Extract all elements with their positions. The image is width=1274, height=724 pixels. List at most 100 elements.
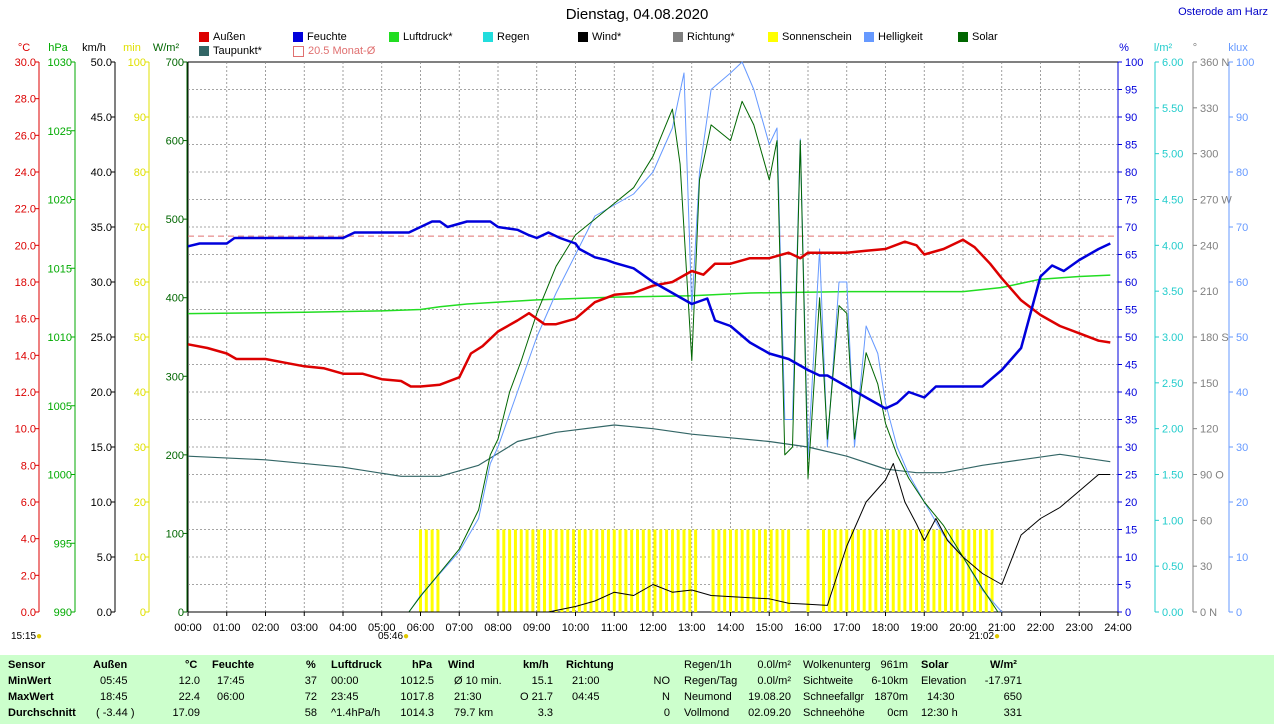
temp-tick-label: 2.0 xyxy=(21,570,36,582)
sunshine-bar xyxy=(688,529,692,612)
sunshine-bar xyxy=(711,529,715,612)
series-helligkeit xyxy=(408,61,1003,613)
time-tick-label: 03:00 xyxy=(290,622,318,634)
time-tick-label: 16:00 xyxy=(794,622,822,634)
solar-tick-label: 400 xyxy=(166,293,184,305)
solar-tick-label: 500 xyxy=(166,214,184,226)
temp-tick-label: 14.0 xyxy=(15,350,36,362)
time-tick-label: 10:00 xyxy=(562,622,590,634)
sunshine-bar xyxy=(548,529,552,612)
sunshine-bar xyxy=(775,529,779,612)
sunshine-bar xyxy=(839,529,843,612)
sunshine-bar xyxy=(862,529,866,612)
legend-item-8: Solar xyxy=(958,31,998,43)
pressure-tick-label: 1005 xyxy=(48,401,72,413)
wind-row1-label: Ø 10 min. xyxy=(454,675,502,687)
temp-tick-label: 0.0 xyxy=(21,607,36,619)
sun-duration: 12:30 h xyxy=(921,707,958,719)
sunshine-bar xyxy=(694,529,698,612)
humidity-tick-label: 55 xyxy=(1125,305,1137,317)
sunshine-bar xyxy=(577,529,581,612)
wind-tick-label: 0.0 xyxy=(97,607,112,619)
richtung-head: Richtung xyxy=(566,659,614,671)
chart-title: Dienstag, 04.08.2020 xyxy=(565,6,709,23)
sunrise-icon: ● xyxy=(403,631,410,642)
sunmin-tick-label: 80 xyxy=(134,167,146,179)
aussen-head: Außen xyxy=(93,659,128,671)
time-tick-label: 00:00 xyxy=(174,622,202,634)
sunmin-tick-label: 100 xyxy=(128,57,146,69)
legend-item-5: Richtung* xyxy=(673,31,735,43)
row-label-min: MinWert xyxy=(8,675,52,687)
sunshine-bar xyxy=(938,529,942,612)
solar-tick-label: 700 xyxy=(166,57,184,69)
aussen-max-time: 18:45 xyxy=(100,691,128,703)
sunshine-bar xyxy=(543,529,546,612)
direction-tick-label: 240 xyxy=(1200,240,1218,252)
temp-tick-label: 18.0 xyxy=(15,277,36,289)
wind-max-time: 21:30 xyxy=(454,691,482,703)
sunshine-bar xyxy=(554,529,558,612)
time-tick-label: 08:00 xyxy=(484,622,512,634)
rain-tick-label: 5.00 xyxy=(1162,149,1183,161)
sunshine-bar xyxy=(973,529,977,612)
now-time: 15:15 xyxy=(11,631,37,642)
sunshine-bar xyxy=(653,529,657,612)
schneehoehe-label: Schneehöhe xyxy=(803,707,865,719)
direction-tick-label: 270 W xyxy=(1200,195,1232,207)
vollmond-label: Vollmond xyxy=(684,707,730,719)
luftdruck-min-time: 00:00 xyxy=(331,675,359,687)
sunshine-bar xyxy=(601,529,605,612)
sunshine-bar xyxy=(880,529,884,612)
sunshine-bar xyxy=(641,529,645,612)
time-tick-label: 12:00 xyxy=(639,622,667,634)
richtung-row3-val: 0 xyxy=(663,707,670,719)
richtung-row2-time: 04:45 xyxy=(572,691,600,703)
sunshine-bar xyxy=(781,529,785,612)
direction-tick-label: 90 O xyxy=(1200,470,1224,482)
sunmin-tick-label: 90 xyxy=(134,112,146,124)
sunmin-tick-label: 50 xyxy=(134,332,146,344)
neumond-label: Neumond xyxy=(684,691,732,703)
wind-unit: km/h xyxy=(523,659,549,671)
sunshine-bar xyxy=(502,529,506,612)
direction-tick-label: 150 xyxy=(1200,378,1218,390)
regen-tag-label: Regen/Tag xyxy=(684,675,738,687)
solar-unit: W/m² xyxy=(990,659,1017,671)
sunshine-bar xyxy=(949,529,953,612)
sunshine-bar xyxy=(874,529,878,612)
time-tick-label: 01:00 xyxy=(213,622,241,634)
sunshine-bar xyxy=(647,529,651,612)
sunshine-bar xyxy=(636,529,639,612)
temp-tick-label: 22.0 xyxy=(15,204,36,216)
solar-max-val: 650 xyxy=(1003,691,1022,703)
wind-tick-label: 30.0 xyxy=(91,277,112,289)
sunmin-tick-label: 70 xyxy=(134,222,146,234)
wind-tick-label: 25.0 xyxy=(91,332,112,344)
humidity-tick-label: 40 xyxy=(1125,387,1137,399)
sunshine-bar xyxy=(909,529,913,612)
series-solar xyxy=(408,100,999,613)
sunmin-tick-label: 10 xyxy=(134,552,146,564)
legend-swatch xyxy=(483,32,493,42)
wind-head: Wind xyxy=(448,659,475,671)
temp-tick-label: 12.0 xyxy=(15,387,36,399)
weather-chart: 30.0 28.0 26.0 24.0 22.0 20.0 18.0 16.0 14.0 12.0… xyxy=(15,42,1255,634)
legend-label: Regen xyxy=(497,31,530,43)
lux-tick-label: 40 xyxy=(1236,387,1248,399)
time-tick-label: 02:00 xyxy=(252,622,280,634)
sunshine-bar xyxy=(572,529,576,612)
sunmin-tick-label: 20 xyxy=(134,497,146,509)
sunshine-bar xyxy=(990,529,994,612)
sunmin-tick-label: 40 xyxy=(134,387,146,399)
aussen-avg-val: 17.09 xyxy=(172,707,200,719)
sunshine-bar xyxy=(845,529,849,612)
humidity-tick-label: 70 xyxy=(1125,222,1137,234)
row-label-avg: Durchschnitt xyxy=(8,707,76,719)
schneehoehe-val: 0cm xyxy=(887,707,908,719)
temp-tick-label: 10.0 xyxy=(15,424,36,436)
direction-tick-label: 330 xyxy=(1200,103,1218,115)
summary-panel: Sensor MinWert MaxWert Durchschnitt Auße… xyxy=(0,655,1274,724)
now-marker: 15:15● xyxy=(11,631,42,642)
solar-avg-val: 331 xyxy=(1003,707,1022,719)
